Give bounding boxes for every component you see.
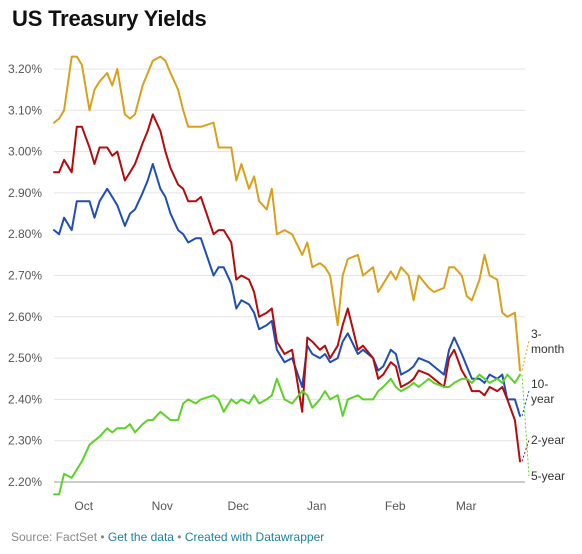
- series-line: [53, 113, 521, 463]
- series-line: [53, 163, 521, 417]
- series-line: [53, 55, 521, 372]
- label-connector: [521, 439, 530, 462]
- x-tick-label: Dec: [228, 499, 249, 513]
- y-axis: 3.20% 3.10% 3.00% 2.90% 2.80% 2.70% 2.60% 2.50%…: [8, 62, 42, 489]
- label-connector: [521, 390, 530, 417]
- gridlines: [54, 68, 525, 483]
- x-axis: Oct Nov Dec Jan Feb Mar: [74, 499, 476, 513]
- y-tick-label: 2.90%: [8, 186, 42, 200]
- source-text: Source: FactSet: [11, 530, 98, 544]
- x-tick-label: Jan: [307, 499, 326, 513]
- x-tick-label: Nov: [152, 499, 173, 513]
- footer-separator: •: [173, 530, 185, 544]
- series-lines: [53, 55, 521, 496]
- line-chart: 3.20% 3.10% 3.00% 2.90% 2.80% 2.70% 2.60% 2.50%…: [8, 55, 565, 513]
- x-tick-label: Mar: [456, 499, 477, 513]
- chart-title: US Treasury Yields: [12, 6, 207, 31]
- series-end-label: 3-month: [531, 327, 564, 356]
- y-tick-label: 2.50%: [8, 351, 42, 365]
- y-tick-label: 2.70%: [8, 269, 42, 283]
- label-connector: [521, 374, 530, 477]
- x-tick-label: Feb: [385, 499, 406, 513]
- series-line: [53, 373, 521, 496]
- series-end-label: 10-year: [531, 377, 554, 406]
- y-tick-label: 3.10%: [8, 103, 42, 117]
- y-tick-label: 3.00%: [8, 145, 42, 159]
- label-connector: [521, 340, 530, 371]
- y-tick-label: 2.60%: [8, 310, 42, 324]
- y-tick-label: 3.20%: [8, 62, 42, 76]
- get-data-link[interactable]: Get the data: [107, 530, 174, 544]
- y-tick-label: 2.40%: [8, 392, 42, 406]
- footer-separator: •: [97, 530, 108, 544]
- series-end-label: 2-year: [531, 433, 565, 447]
- series-labels: 3-month 10-year 2-year 5-year: [521, 327, 565, 483]
- datawrapper-link[interactable]: Created with Datawrapper: [184, 530, 325, 544]
- y-tick-label: 2.20%: [8, 475, 42, 489]
- y-tick-label: 2.80%: [8, 227, 42, 241]
- y-tick-label: 2.30%: [8, 434, 42, 448]
- chart-footer: Source: FactSet • Get the data • Created…: [11, 530, 324, 544]
- series-end-label: 5-year: [531, 469, 565, 483]
- x-tick-label: Oct: [74, 499, 93, 513]
